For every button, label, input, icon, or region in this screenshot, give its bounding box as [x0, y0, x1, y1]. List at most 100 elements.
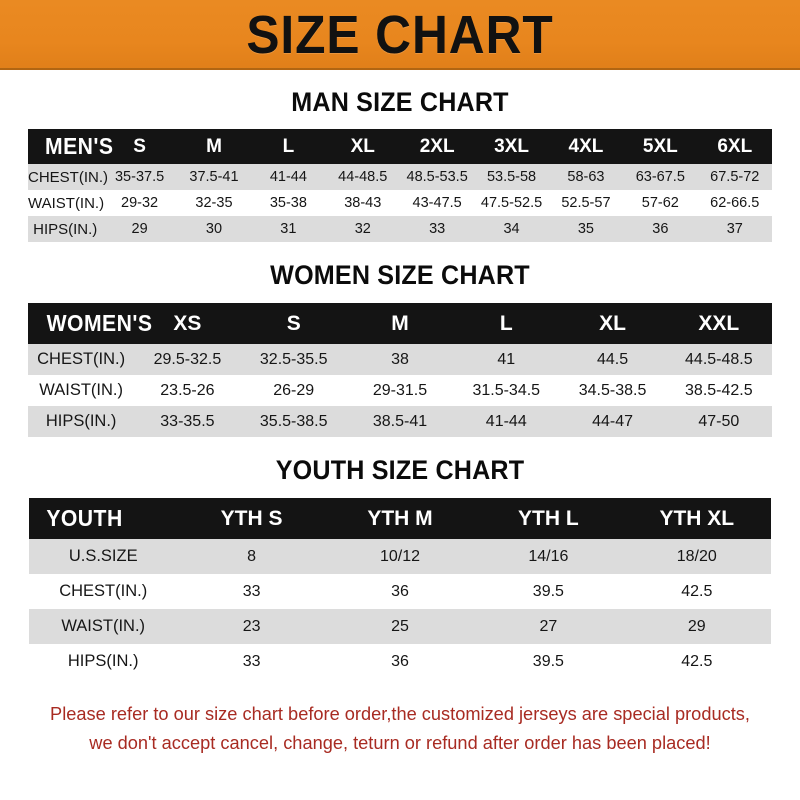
youth-chest-l: 39.5 [474, 574, 623, 609]
youth-size-header-l: YTH L [474, 498, 623, 539]
man-chest-3xl: 53.5-58 [474, 164, 549, 190]
youth-chest-label: CHEST(IN.) [29, 574, 178, 609]
table-row: CHEST(IN.) 33 36 39.5 42.5 [29, 574, 771, 609]
page-title: SIZE CHART [246, 5, 554, 65]
women-table-head: WOMEN'S XS S M L XL XXL [28, 303, 772, 344]
women-size-header-s: S [240, 303, 347, 344]
man-hips-5xl: 36 [623, 216, 698, 242]
man-section-title: MAN SIZE CHART [291, 87, 509, 117]
man-chest-5xl: 63-67.5 [623, 164, 698, 190]
man-size-table: MEN'S S M L XL 2XL 3XL 4XL 5XL 6XL CHEST… [28, 129, 772, 242]
table-row: WAIST(IN.) 29-32 32-35 35-38 38-43 43-47… [28, 190, 772, 216]
man-waist-m: 32-35 [176, 190, 252, 216]
women-chest-xxl: 44.5-48.5 [665, 344, 772, 375]
man-chest-4xl: 58-63 [548, 164, 624, 190]
man-chest-m: 37.5-41 [176, 164, 252, 190]
women-table-body: CHEST(IN.) 29.5-32.5 32.5-35.5 38 41 44.… [28, 344, 772, 437]
man-size-header-l: L [251, 129, 326, 164]
youth-hips-label: HIPS(IN.) [29, 644, 178, 679]
youth-waist-m: 25 [325, 609, 475, 644]
man-size-header-2xl: 2XL [399, 129, 475, 164]
man-waist-5xl: 57-62 [623, 190, 698, 216]
youth-waist-xl: 29 [622, 609, 771, 644]
table-row: HIPS(IN.) 33 36 39.5 42.5 [29, 644, 771, 679]
order-policy-note-line-1: Please refer to our size chart before or… [50, 703, 750, 724]
women-hips-s: 35.5-38.5 [240, 406, 347, 437]
order-policy-note-line-2: we don't accept cancel, change, teturn o… [89, 731, 711, 753]
youth-size-header-s: YTH S [177, 498, 326, 539]
man-chest-6xl: 67.5-72 [697, 164, 772, 190]
women-waist-label: WAIST(IN.) [28, 375, 135, 406]
women-row-label-header: WOMEN'S [28, 303, 152, 344]
man-size-header-5xl: 5XL [623, 129, 698, 164]
man-size-header-4xl: 4XL [548, 129, 624, 164]
man-waist-4xl: 52.5-57 [548, 190, 624, 216]
man-waist-2xl: 43-47.5 [399, 190, 475, 216]
man-waist-6xl: 62-66.5 [697, 190, 772, 216]
women-size-header-xl: XL [559, 303, 666, 344]
women-waist-xxl: 38.5-42.5 [665, 375, 772, 406]
man-size-header-3xl: 3XL [474, 129, 549, 164]
youth-waist-s: 23 [177, 609, 326, 644]
man-row-label-header: MEN'S [28, 129, 113, 164]
youth-hips-l: 39.5 [474, 644, 623, 679]
table-row: HIPS(IN.) 33-35.5 35.5-38.5 38.5-41 41-4… [28, 406, 772, 437]
women-hips-xs: 33-35.5 [134, 406, 241, 437]
women-chest-xl: 44.5 [559, 344, 666, 375]
youth-table-head: YOUTH YTH S YTH M YTH L YTH XL [29, 498, 771, 539]
youth-row-label-header-text: YOUTH [46, 505, 123, 531]
women-chest-l: 41 [453, 344, 560, 375]
youth-section-title: YOUTH SIZE CHART [275, 455, 525, 485]
man-hips-label: HIPS(IN.) [28, 216, 103, 242]
man-hips-2xl: 33 [399, 216, 475, 242]
man-size-header-xl: XL [325, 129, 400, 164]
women-hips-l: 41-44 [453, 406, 560, 437]
youth-header-row: YOUTH YTH S YTH M YTH L YTH XL [29, 498, 771, 539]
youth-chest-s: 33 [177, 574, 326, 609]
youth-table-body: U.S.SIZE 8 10/12 14/16 18/20 CHEST(IN.) … [29, 539, 771, 679]
women-section-title: WOMEN SIZE CHART [270, 260, 530, 290]
table-row: WAIST(IN.) 23.5-26 26-29 29-31.5 31.5-34… [28, 375, 772, 406]
youth-chest-m: 36 [325, 574, 475, 609]
man-waist-xl: 38-43 [325, 190, 400, 216]
women-waist-s: 26-29 [240, 375, 347, 406]
table-row: WAIST(IN.) 23 25 27 29 [29, 609, 771, 644]
man-chest-l: 41-44 [251, 164, 326, 190]
youth-size-header-xl: YTH XL [622, 498, 771, 539]
women-size-header-m: M [346, 303, 454, 344]
man-hips-4xl: 35 [548, 216, 624, 242]
man-hips-3xl: 34 [474, 216, 549, 242]
man-table-head: MEN'S S M L XL 2XL 3XL 4XL 5XL 6XL [28, 129, 772, 164]
man-table-body: CHEST(IN.) 35-37.5 37.5-41 41-44 44-48.5… [28, 164, 772, 242]
order-policy-note: Please refer to our size chart before or… [27, 700, 774, 757]
women-size-header-xxl: XXL [665, 303, 772, 344]
youth-waist-label: WAIST(IN.) [29, 609, 178, 644]
women-hips-xxl: 47-50 [665, 406, 772, 437]
youth-waist-l: 27 [474, 609, 623, 644]
women-header-row: WOMEN'S XS S M L XL XXL [28, 303, 772, 344]
youth-hips-xl: 42.5 [622, 644, 771, 679]
man-size-header-m: M [176, 129, 252, 164]
man-waist-3xl: 47.5-52.5 [474, 190, 549, 216]
women-waist-xs: 23.5-26 [134, 375, 241, 406]
youth-ussize-label: U.S.SIZE [29, 539, 178, 574]
man-chest-s: 35-37.5 [102, 164, 177, 190]
man-waist-label: WAIST(IN.) [28, 190, 104, 216]
women-hips-m: 38.5-41 [346, 406, 454, 437]
man-hips-6xl: 37 [697, 216, 772, 242]
man-size-header-6xl: 6XL [697, 129, 772, 164]
man-chest-xl: 44-48.5 [325, 164, 400, 190]
youth-hips-s: 33 [177, 644, 326, 679]
man-size-header-s: S [102, 129, 177, 164]
women-chest-xs: 29.5-32.5 [134, 344, 241, 375]
youth-row-label-header: YOUTH [29, 498, 178, 539]
man-hips-l: 31 [251, 216, 326, 242]
women-waist-xl: 34.5-38.5 [559, 375, 666, 406]
women-waist-l: 31.5-34.5 [453, 375, 560, 406]
youth-ussize-l: 14/16 [474, 539, 623, 574]
man-header-row: MEN'S S M L XL 2XL 3XL 4XL 5XL 6XL [28, 129, 772, 164]
man-row-label-header-text: MEN'S [44, 133, 114, 159]
table-row: HIPS(IN.) 29 30 31 32 33 34 35 36 37 [28, 216, 772, 242]
women-size-table: WOMEN'S XS S M L XL XXL CHEST(IN.) 29.5-… [28, 303, 772, 437]
youth-size-header-m: YTH M [325, 498, 475, 539]
